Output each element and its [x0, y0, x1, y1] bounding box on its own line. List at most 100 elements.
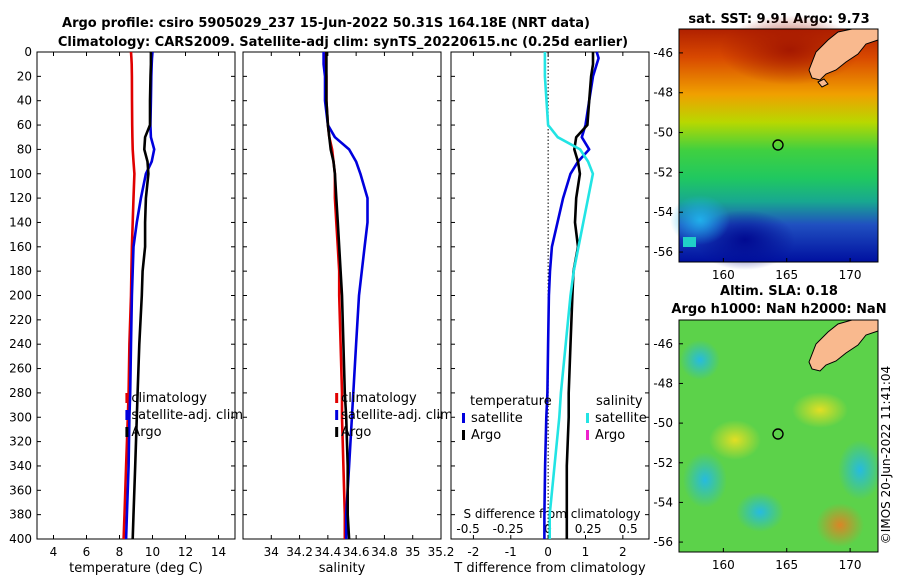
- map-y-tick-label: -48: [653, 376, 673, 390]
- y-tick-label: 100: [9, 167, 32, 181]
- x-tick-label: 14: [211, 545, 226, 559]
- x-tick-label: 2: [619, 545, 627, 559]
- legend-label: Argo: [595, 428, 625, 443]
- legend-swatch: [125, 427, 129, 437]
- map-y-tick-label: -56: [653, 245, 673, 259]
- map-y-tick-label: -56: [653, 535, 673, 549]
- sst-frame: [678, 28, 879, 263]
- sst-land: [808, 28, 879, 81]
- sla-blob-7: [680, 340, 720, 380]
- legend-label: Argo: [131, 425, 161, 440]
- imos-watermark: ©IMOS 20-Jun-2022 11:41:04: [879, 366, 893, 544]
- y-tick-label: 80: [17, 142, 32, 156]
- y-tick-label: 260: [9, 362, 32, 376]
- y-tick-label: 180: [9, 264, 32, 278]
- legend-label: satellite: [471, 411, 523, 426]
- sst-map-axes: -46 -48 -50 -52 -54 -56 160 165 170: [653, 46, 861, 282]
- sst-map: [670, 15, 879, 270]
- temperature-panel: 0 20 40 60 80 100 120 140 160 180 200 220 240 260 280 3…: [9, 45, 243, 576]
- legend-swatch: [586, 413, 589, 423]
- sst-profile-marker: [772, 139, 784, 151]
- y-tick-label: 220: [9, 313, 32, 327]
- series-line-satellite-salinity: [543, 52, 595, 539]
- y-tick-label: 280: [9, 386, 32, 400]
- legend-swatch: [335, 393, 339, 403]
- x-tick-label: 12: [178, 545, 193, 559]
- x-tick-label: 34.8: [371, 545, 398, 559]
- legend-label: Argo: [341, 425, 371, 440]
- x-tick-label: 34.2: [286, 545, 313, 559]
- x-tick-label: 4: [50, 545, 58, 559]
- map-x-tick-label: 165: [775, 558, 798, 572]
- sst-cold-patch-2: [670, 195, 730, 245]
- y-tick-label: 300: [9, 410, 32, 424]
- legend-swatch: [462, 413, 465, 423]
- y-tick-label: 240: [9, 337, 32, 351]
- map-y-tick-label: -50: [653, 416, 673, 430]
- sla-map-subtitle: Argo h1000: NaN h2000: NaN: [671, 302, 886, 317]
- x-tick-label: 1: [582, 545, 590, 559]
- salinity-panel: 34 34.2 34.4 34.6 34.8 35 35.2 salinity climatol…: [242, 51, 455, 576]
- y-tick-label: 320: [9, 435, 32, 449]
- legend-label: satellite-adj. clim: [341, 408, 453, 423]
- figure-title-line1: Argo profile: csiro 5905029_237 15-Jun-2…: [62, 16, 590, 31]
- x-tick-label: 10: [145, 545, 160, 559]
- map-y-tick-label: -52: [653, 456, 673, 470]
- y-tick-label: 140: [9, 215, 32, 229]
- x-tick-label: 34: [264, 545, 279, 559]
- x-tick-label: 34.4: [314, 545, 341, 559]
- legend-label: climatology: [131, 391, 207, 406]
- map-y-tick-label: -54: [653, 495, 673, 509]
- y-tick-label: 160: [9, 240, 32, 254]
- y-tick-label: 360: [9, 483, 32, 497]
- legend-label: satellite-adj. clim: [131, 408, 243, 423]
- sla-map-axes: -46 -48 -50 -52 -54 -56 160 165 170: [653, 337, 861, 572]
- legend-label: climatology: [341, 391, 417, 406]
- y-tick-label: 60: [17, 118, 32, 132]
- series-line-argo: [325, 52, 351, 540]
- legend-swatch: [125, 393, 129, 403]
- x-tick-label: 8: [116, 545, 124, 559]
- sla-blob-6: [792, 392, 848, 428]
- sla-blob-2: [736, 492, 784, 532]
- legend-swatch: [462, 430, 465, 440]
- x-axis-label: temperature (deg C): [69, 561, 203, 576]
- y-tick-label: 200: [9, 289, 32, 303]
- y-tick-label: 20: [17, 69, 32, 83]
- series-line-argo: [131, 52, 153, 540]
- y-tick-label: 400: [9, 532, 32, 546]
- sla-map-title: Altim. SLA: 0.18: [720, 284, 838, 299]
- map-y-tick-label: -54: [653, 205, 673, 219]
- x-tick-label: -1: [505, 545, 517, 559]
- x-tick-label: 35: [405, 545, 420, 559]
- s-tick-label: -0.25: [493, 522, 524, 536]
- series-line-climatology: [122, 51, 136, 540]
- legend-swatch: [335, 410, 339, 420]
- s-axis-label: S difference from climatology: [464, 507, 641, 521]
- x-tick-label: 35.2: [428, 545, 455, 559]
- sla-map: [678, 319, 882, 553]
- x-tick-label: 0: [544, 545, 552, 559]
- y-tick-label: 380: [9, 508, 32, 522]
- y-tick-label: 120: [9, 191, 32, 205]
- series-line-satellite-adj-clim: [322, 52, 369, 539]
- sla-frame: [678, 319, 879, 553]
- x-tick-label: 34.6: [343, 545, 370, 559]
- y-tick-label: 0: [24, 45, 32, 59]
- y-tick-label: 40: [17, 94, 32, 108]
- x-tick-label: -2: [467, 545, 479, 559]
- legend-label: satellite: [595, 411, 647, 426]
- s-tick-label: 0.25: [575, 522, 602, 536]
- difference-panel: -2 -1 0 1 2 T difference from climatology S di…: [450, 51, 650, 576]
- map-y-tick-label: -52: [653, 165, 673, 179]
- map-x-tick-label: 160: [712, 558, 735, 572]
- series-line-argo-temperature: [565, 52, 595, 539]
- map-y-tick-label: -46: [653, 337, 673, 351]
- sla-blob-1: [683, 452, 727, 508]
- y-tick-label: 340: [9, 459, 32, 473]
- map-y-tick-label: -50: [653, 126, 673, 140]
- sla-blob-4: [709, 420, 761, 460]
- map-x-tick-label: 170: [839, 558, 862, 572]
- sla-profile-marker: [772, 428, 784, 440]
